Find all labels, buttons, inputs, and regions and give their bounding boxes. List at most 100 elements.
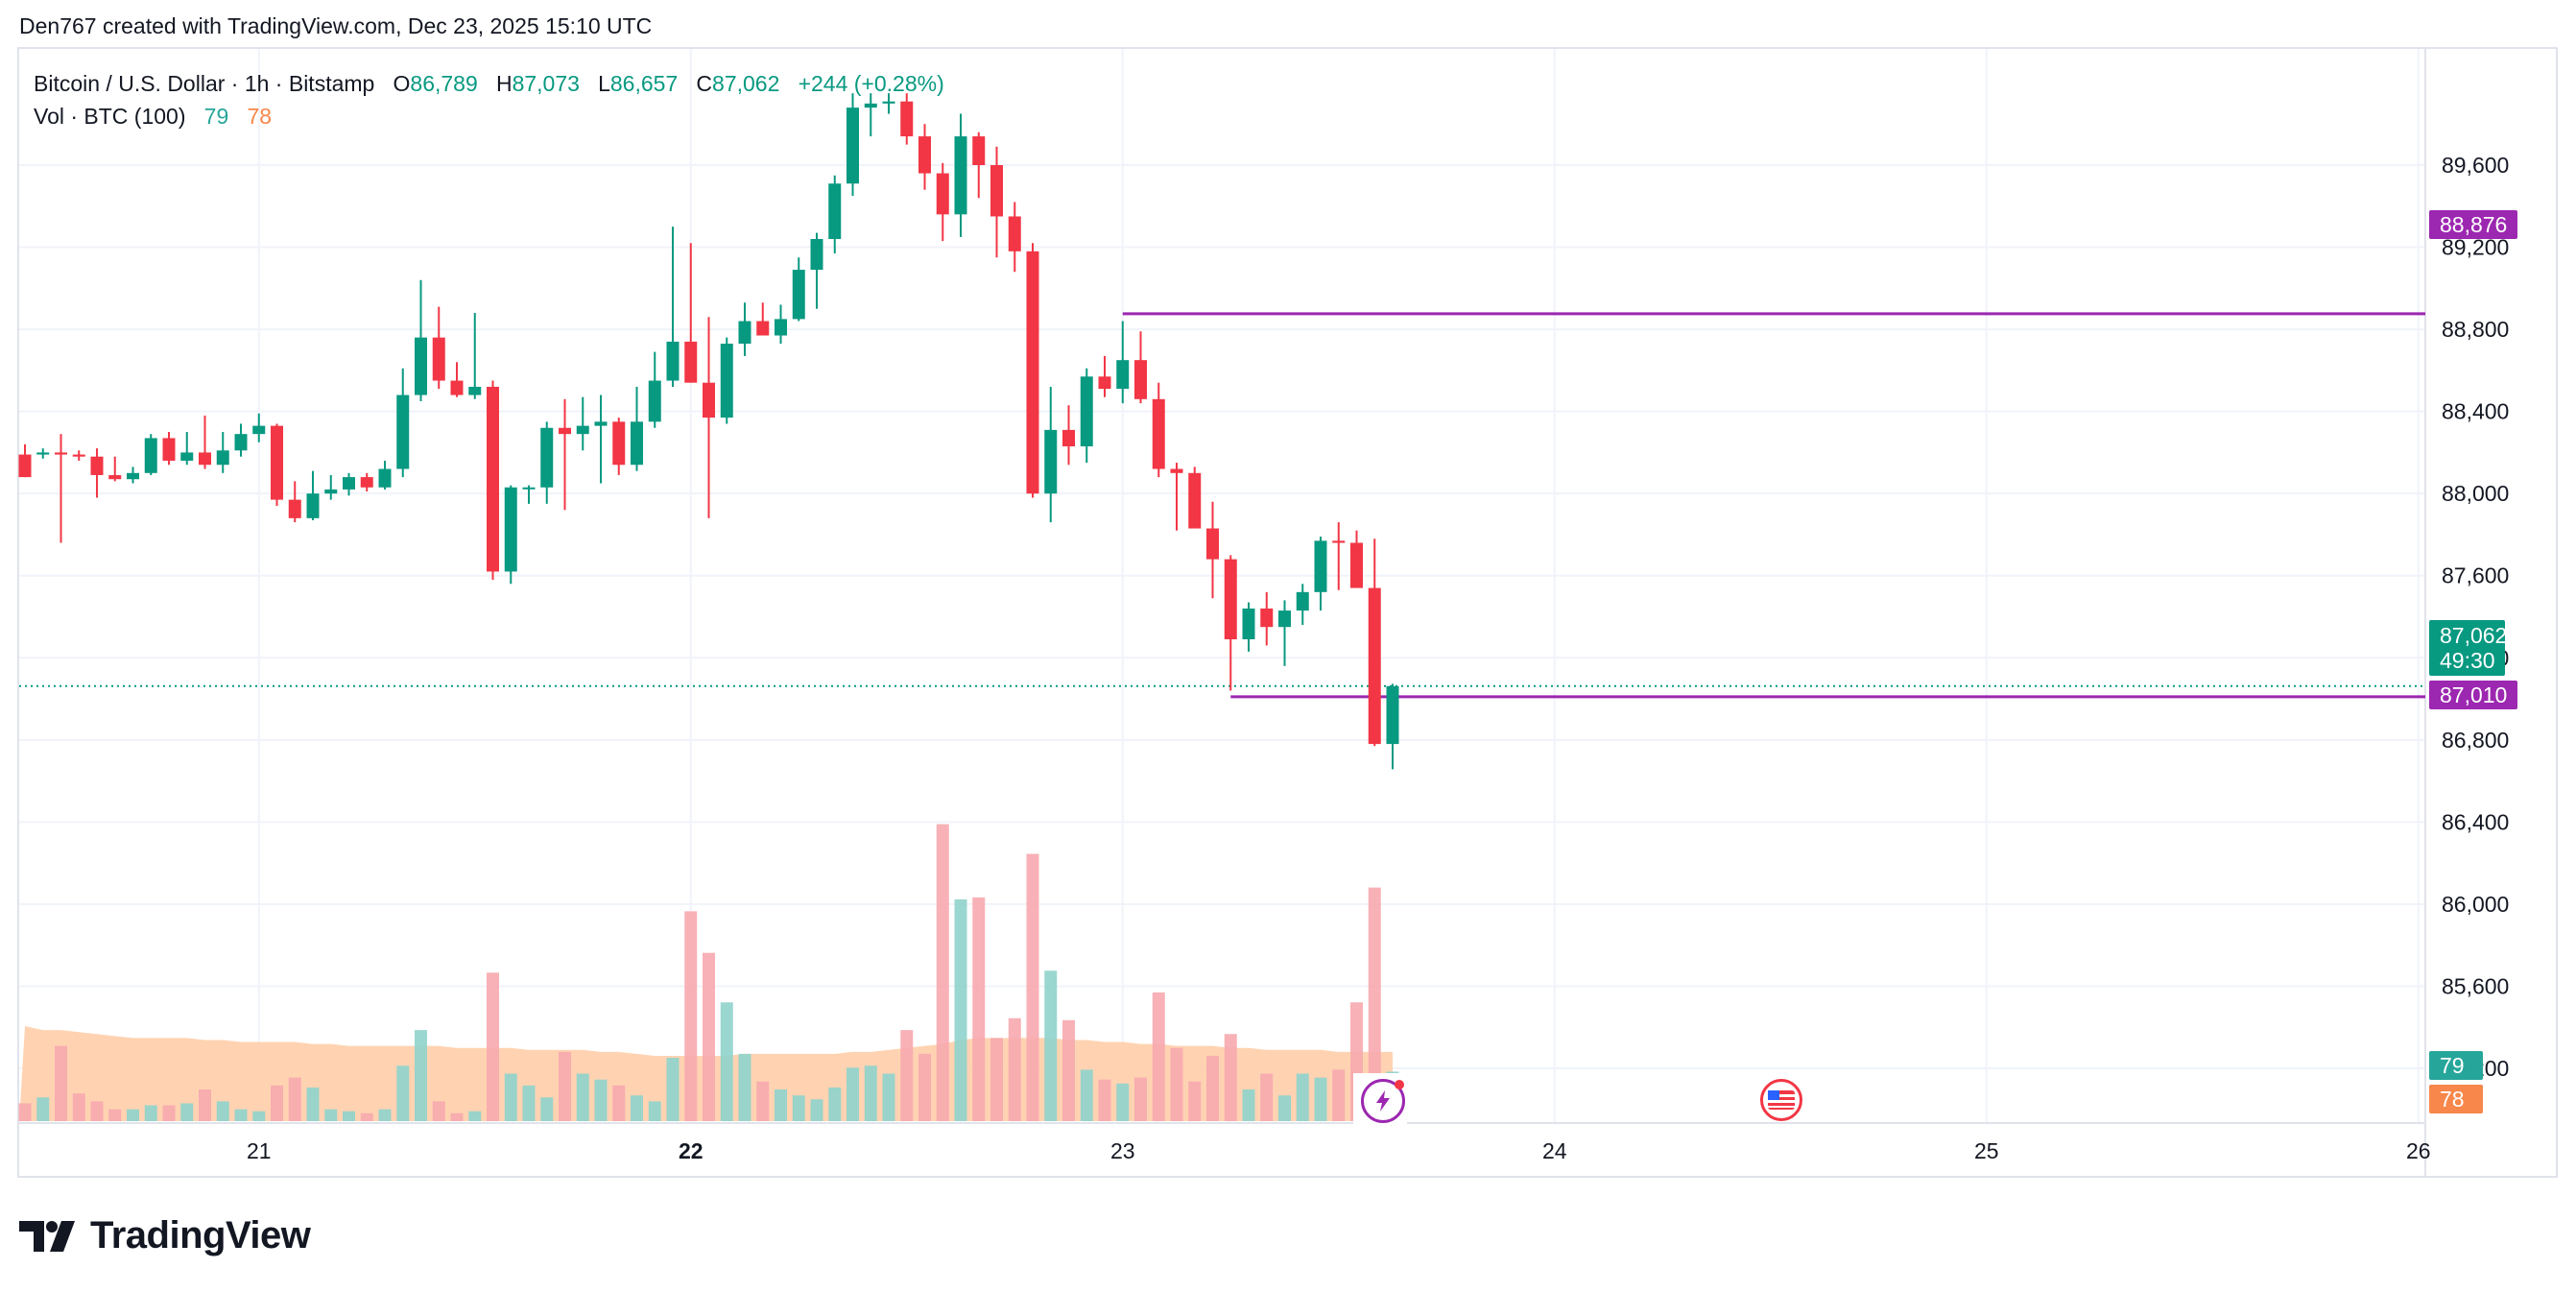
candle-body [972, 136, 986, 165]
volume-bar [18, 1103, 32, 1121]
candle-body [180, 452, 194, 461]
candle-body [810, 238, 823, 271]
volume-bar [1080, 1069, 1093, 1121]
candle-body [199, 452, 211, 466]
volume-bar [144, 1105, 157, 1121]
volume-bar [1062, 1019, 1075, 1121]
candle-body [612, 421, 626, 466]
time-axis-label: 25 [1974, 1138, 1999, 1163]
volume-bar [576, 1073, 589, 1121]
lightning-icon [1376, 1090, 1390, 1112]
volume-bar [1206, 1055, 1219, 1121]
candle-body [792, 270, 805, 320]
volume-bar [378, 1109, 392, 1121]
volume-bar [252, 1111, 266, 1121]
candle-body [415, 337, 427, 395]
volume-bar [1044, 970, 1058, 1121]
candle-body [234, 434, 248, 451]
legend-close-label: C [696, 71, 713, 96]
price-axis-label: 88,000 [2442, 481, 2509, 506]
ideas-event-icon[interactable] [1361, 1079, 1405, 1123]
tradingview-wordmark: TradingView [90, 1214, 311, 1256]
volume-bar [162, 1105, 176, 1121]
legend-close-value: 87,062 [712, 71, 780, 96]
attribution-text: Den767 created with TradingView.com, Dec… [19, 13, 653, 38]
volume-bar [738, 1053, 751, 1121]
chart-legend: Bitcoin / U.S. Dollar · 1h · Bitstamp O8… [34, 67, 944, 132]
volume-bar [540, 1097, 554, 1121]
volume-bar [936, 824, 949, 1121]
price-axis-label: 86,400 [2442, 809, 2509, 834]
candle-body [90, 456, 104, 475]
candle-body [900, 101, 914, 137]
legend-low-value: 86,657 [609, 71, 679, 96]
volume-bar [810, 1099, 823, 1121]
candle-body [468, 386, 482, 395]
candle-body [1098, 376, 1111, 390]
price-axis-label: 86,800 [2442, 728, 2509, 753]
volume-bar [1026, 853, 1039, 1121]
upper-line-price-tag: 88,876 [2429, 210, 2518, 239]
candle-body [396, 395, 410, 469]
candle-body [631, 421, 643, 466]
candle-body [1206, 528, 1219, 560]
legend-high-label: H [495, 71, 513, 96]
time-axis-label: 21 [247, 1138, 272, 1163]
volume-bar [1152, 992, 1165, 1121]
volume-bar [703, 952, 715, 1121]
volume-bar [864, 1065, 877, 1121]
candle-body [271, 425, 283, 500]
candle-body [864, 103, 877, 108]
candle-body [756, 321, 770, 336]
volume-bar [1098, 1079, 1111, 1121]
candle-body [666, 341, 680, 381]
candle-body [306, 493, 320, 518]
volume-bar [432, 1101, 445, 1121]
legend-volume-label[interactable]: Vol · BTC (100) [34, 104, 186, 129]
volume-bar [720, 1002, 733, 1121]
time-axis-label: 22 [679, 1138, 704, 1163]
volume-bar [1170, 1047, 1183, 1121]
volume-tag: 79 [2429, 1051, 2483, 1080]
candle-body [775, 319, 787, 336]
candle-body [990, 165, 1003, 217]
volume-bar [1116, 1083, 1130, 1121]
volume-bar [918, 1053, 931, 1121]
volume-bar [1332, 1069, 1346, 1121]
volume-bar [108, 1109, 122, 1121]
legend-change: +244 (+0.28%) [798, 71, 944, 96]
us-calendar-event-icon[interactable] [1760, 1079, 1802, 1121]
candle-body [72, 454, 85, 457]
candle-body [343, 477, 355, 490]
candle-body [522, 487, 536, 490]
candles [18, 93, 1399, 770]
candle-body [216, 450, 229, 466]
tradingview-logo[interactable]: TradingView [19, 1214, 311, 1257]
volume-bar [360, 1113, 373, 1121]
legend-low-label: L [598, 71, 610, 96]
price-axis-label: 88,400 [2442, 399, 2509, 424]
bar-countdown: 49:30 [2440, 648, 2495, 673]
candle-body [1368, 587, 1381, 745]
candle-body [324, 489, 338, 494]
price-axis-label: 85,600 [2442, 973, 2509, 998]
candle-body [36, 452, 50, 455]
candle-body [487, 386, 499, 572]
candle-body [648, 380, 661, 422]
price-axis-label: 89,600 [2442, 153, 2509, 178]
price-axis-label: 88,800 [2442, 317, 2509, 342]
legend-symbol[interactable]: Bitcoin / U.S. Dollar · 1h · Bitstamp [34, 71, 375, 96]
volume-bar [1278, 1095, 1291, 1121]
volume-bar [72, 1093, 85, 1121]
volume-bar [271, 1085, 283, 1121]
candle-body [450, 380, 464, 395]
volume-bar [828, 1087, 842, 1121]
candle-body [108, 474, 122, 480]
volume-bar [1368, 887, 1381, 1121]
volume-bar [127, 1109, 139, 1121]
candle-body [936, 173, 949, 215]
volume-bar [55, 1045, 67, 1121]
candle-body [1134, 360, 1147, 399]
time-axis: 21 22 23 24 25 26 [247, 1138, 2431, 1163]
